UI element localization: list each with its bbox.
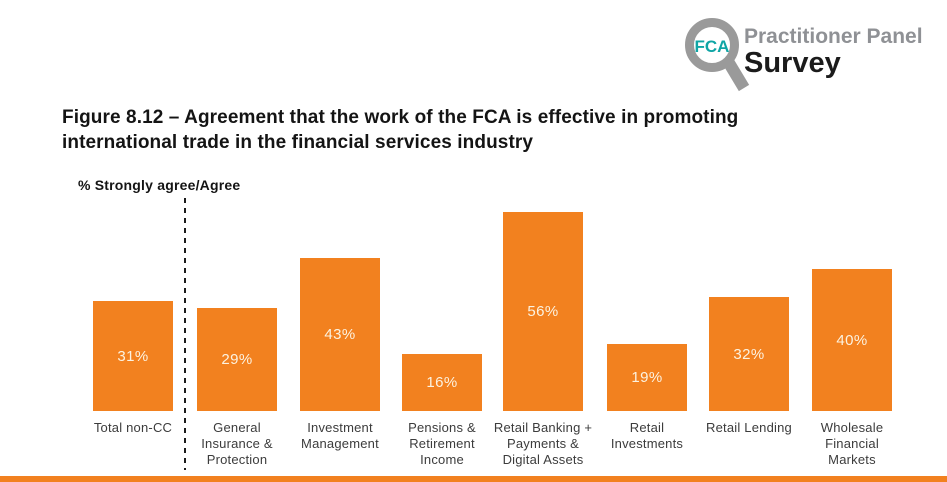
category-label-line: Total non-CC — [93, 420, 173, 435]
bar-group: 32% Retail Lending — [687, 297, 811, 435]
category-label-line: Retirement — [409, 436, 475, 451]
category-label-line: Insurance & — [201, 436, 273, 451]
total-separator-dashed-line — [184, 198, 186, 470]
y-axis-label: % Strongly agree/Agree — [78, 177, 241, 193]
category-label: General Insurance & Protection — [175, 420, 299, 468]
bar-group: 29% General Insurance & Protection — [175, 308, 299, 467]
category-label-line: Protection — [206, 452, 268, 467]
bar-group: 19% Retail Investments — [585, 344, 709, 451]
category-label-line: Digital Assets — [502, 452, 584, 467]
category-label-line: Retail — [629, 420, 665, 435]
category-label-line: Wholesale — [820, 420, 884, 435]
bar-value-label: 43% — [324, 326, 356, 343]
figure-title-line2: international trade in the financial ser… — [62, 132, 534, 153]
bar: 19% — [607, 344, 687, 411]
bar-value-label: 19% — [631, 369, 663, 386]
fca-survey-logo: FCA Practitioner Panel Survey — [660, 0, 947, 100]
category-label-line: Investment — [307, 420, 373, 435]
bar-value-label: 16% — [426, 374, 458, 391]
bar-group: 16% Pensions & Retirement Income — [380, 354, 504, 467]
category-label: Retail Lending — [687, 420, 811, 436]
bar-group: 40% Wholesale Financial Markets — [790, 269, 914, 467]
magnifier-logo-icon: FCA Practitioner Panel Survey — [685, 18, 923, 92]
category-label-line: Financial — [825, 436, 879, 451]
bar: 29% — [197, 308, 277, 411]
bar-value-label: 29% — [221, 351, 253, 368]
fca-logo-text: FCA — [695, 37, 730, 56]
category-label-line: Retail Banking + — [493, 420, 593, 435]
category-label-line: Income — [420, 452, 464, 467]
bar-value-label: 56% — [527, 303, 559, 320]
category-label: Investment Management — [278, 420, 402, 452]
bar: 32% — [709, 297, 789, 411]
bar: 40% — [812, 269, 892, 411]
category-label: Retail Investments — [585, 420, 709, 452]
bar-value-label: 31% — [117, 347, 149, 365]
category-label-line: Investments — [610, 436, 684, 451]
category-label: Total non-CC — [71, 420, 195, 436]
bar: 56% — [503, 212, 583, 411]
category-label-line: General — [213, 420, 261, 435]
logo-survey-text: Survey — [744, 47, 841, 79]
bar-value-label: 32% — [733, 345, 765, 363]
bar: 16% — [402, 354, 482, 411]
category-label-line: Pensions & — [408, 420, 476, 435]
logo-practitioner-panel-text: Practitioner Panel — [744, 25, 923, 48]
bar: 43% — [300, 258, 380, 411]
category-label: Wholesale Financial Markets — [790, 420, 914, 468]
bar-group: 56% Retail Banking + Payments & Digital Ass… — [481, 212, 605, 467]
bar-value-label: 40% — [836, 331, 868, 349]
figure-title-line1: Figure 8.12 – Agreement that the work of… — [62, 107, 739, 128]
bar-group: 31% Total non-CC — [71, 301, 195, 435]
footer-accent-bar — [0, 476, 947, 482]
bar: 31% — [93, 301, 173, 411]
category-label-line: Management — [301, 436, 379, 451]
category-label: Pensions & Retirement Income — [380, 420, 504, 468]
category-label: Retail Banking + Payments & Digital Assets — [481, 420, 605, 468]
category-label-line: Payments & — [506, 436, 580, 451]
bar-group: 43% Investment Management — [278, 258, 402, 451]
category-label-line: Retail Lending — [706, 420, 792, 435]
figure-title: Figure 8.12 – Agreement that the work of… — [62, 105, 862, 155]
category-label-line: Markets — [828, 452, 876, 467]
